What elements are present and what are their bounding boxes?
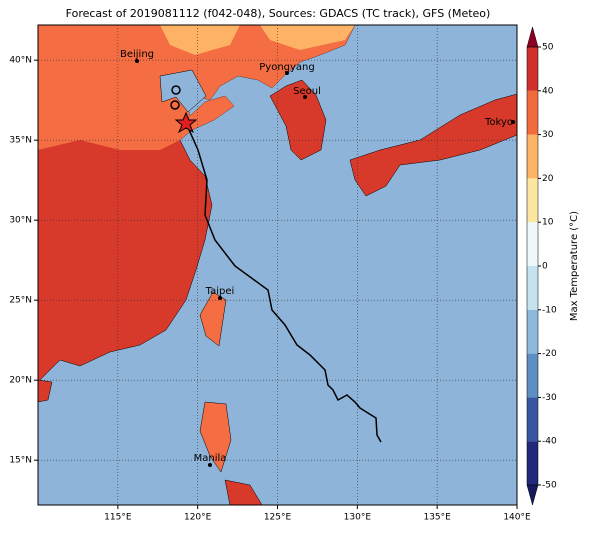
- city-marker: [285, 71, 289, 75]
- colorbar-tick-label: -50: [542, 481, 557, 491]
- luzon: [199, 401, 232, 473]
- colorbar-band: [527, 134, 538, 179]
- grid: [38, 25, 517, 505]
- colorbar-tick-label: 10: [542, 218, 554, 228]
- bohai-sea: [159, 69, 207, 113]
- current-position: [174, 111, 198, 134]
- city-label: Manila: [194, 453, 227, 464]
- x-tick-label: 125°E: [264, 513, 292, 523]
- mountain-cool: [160, 25, 355, 55]
- y-tick-label: 25°N: [9, 296, 32, 306]
- y-tick-label: 30°N: [9, 216, 32, 226]
- taiwan: [199, 291, 227, 347]
- colorbar-tick-label: -30: [542, 393, 557, 403]
- x-tick-label: 135°E: [423, 513, 451, 523]
- city-label: Tokyo: [484, 117, 513, 128]
- colorbar-band: [527, 222, 538, 266]
- x-tick-label: 130°E: [344, 513, 372, 523]
- colorbar-under: [526, 484, 539, 506]
- colorbar-band: [527, 266, 538, 310]
- y-tick-label: 15°N: [9, 456, 32, 466]
- city-marker: [511, 120, 515, 124]
- philippine-islands: [224, 479, 263, 505]
- colorbar-band: [527, 353, 538, 398]
- city-label: Beijing: [120, 49, 154, 60]
- colorbar-tick-label: -10: [542, 305, 557, 315]
- vietnam: [38, 379, 53, 403]
- y-tick-label: 35°N: [9, 136, 32, 146]
- colorbar-over: [526, 26, 539, 48]
- colorbar-label: Max Temperature (°C): [569, 211, 580, 321]
- forecast-point: [171, 85, 181, 95]
- colorbar-band: [527, 397, 538, 442]
- y-tick-label: 20°N: [9, 376, 32, 386]
- city-marker: [218, 296, 222, 300]
- colorbar-band: [527, 309, 538, 354]
- x-tick-label: 140°E: [503, 513, 531, 523]
- city-marker: [208, 463, 212, 467]
- colorbar-tick-label: 0: [542, 262, 548, 272]
- city-label: Seoul: [293, 86, 321, 97]
- colorbar-tick-label: 50: [542, 43, 554, 53]
- city-label: Taipei: [205, 286, 235, 297]
- colorbar-tick-label: 30: [542, 130, 554, 140]
- city-label: Pyongyang: [259, 62, 314, 73]
- colorbar-tick-label: 20: [542, 174, 554, 184]
- colorbar-tick-label: 40: [542, 86, 554, 96]
- japan: [349, 93, 517, 197]
- storm-track: [185, 122, 382, 443]
- colorbar-band: [527, 47, 538, 91]
- city-marker: [135, 59, 139, 63]
- x-tick-label: 120°E: [184, 513, 212, 523]
- title: Forecast of 2019081112 (f042-048), Sourc…: [66, 7, 491, 20]
- forecast-point: [170, 100, 180, 110]
- x-tick-label: 115°E: [104, 513, 132, 523]
- map-area: [38, 25, 517, 505]
- colorbar-band: [527, 90, 538, 135]
- colorbar-band: [527, 178, 538, 223]
- city-marker: [303, 95, 307, 99]
- colorbar-tick-label: -40: [542, 437, 557, 447]
- colorbar-band: [527, 441, 538, 485]
- y-tick-label: 40°N: [9, 56, 32, 66]
- colorbar-tick-label: -20: [542, 349, 557, 359]
